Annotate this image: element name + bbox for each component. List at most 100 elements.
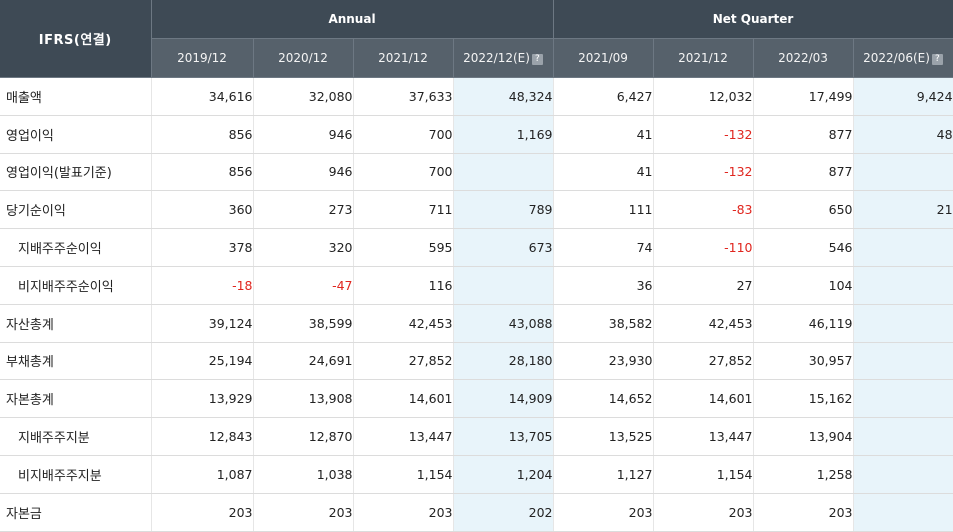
- value-cell: 15,162: [753, 379, 854, 419]
- value-cell: [853, 304, 953, 343]
- row-label[interactable]: 지배주주순이익: [0, 228, 152, 267]
- value-cell: [453, 153, 554, 192]
- row-label[interactable]: 영업이익(발표기준): [0, 153, 152, 192]
- row-label[interactable]: 매출액: [0, 77, 152, 116]
- value-cell: [853, 417, 953, 456]
- value-cell: 1,258: [753, 455, 854, 494]
- value-cell: 74: [553, 228, 654, 267]
- table-row: 지배주주순이익 378 320 595 673 74 -110 546: [0, 228, 953, 267]
- value-cell: 789: [453, 190, 554, 230]
- help-question-icon[interactable]: ?: [531, 54, 543, 65]
- period-column-header: 2022/06(E)?: [853, 38, 953, 78]
- value-cell: 203: [253, 493, 354, 532]
- value-cell: 13,908: [253, 379, 354, 419]
- value-cell: 42,453: [653, 304, 754, 343]
- value-cell: 13,447: [653, 417, 754, 456]
- value-cell: 650: [753, 190, 854, 230]
- value-cell: 12,870: [253, 417, 354, 456]
- period-label: 2021/09: [578, 51, 628, 65]
- row-label[interactable]: 자본총계: [0, 379, 152, 419]
- value-cell: [853, 266, 953, 305]
- value-cell: 856: [151, 153, 254, 192]
- ifrs-basis-header: IFRS(연결): [0, 0, 152, 78]
- period-label: 2022/12(E): [463, 51, 530, 65]
- value-cell: -132: [653, 153, 754, 192]
- period-column-header: 2020/12: [253, 38, 354, 78]
- value-cell: 41: [553, 115, 654, 154]
- row-label[interactable]: 자본금: [0, 493, 152, 532]
- value-cell: -132: [653, 115, 754, 154]
- row-label[interactable]: 지배주주지분: [0, 417, 152, 456]
- value-cell: 700: [353, 153, 454, 192]
- value-cell: 48: [853, 115, 953, 154]
- value-cell: -110: [653, 228, 754, 267]
- value-cell: 360: [151, 190, 254, 230]
- value-cell: 14,601: [653, 379, 754, 419]
- value-cell: 43,088: [453, 304, 554, 343]
- row-label[interactable]: 영업이익: [0, 115, 152, 154]
- value-cell: 1,127: [553, 455, 654, 494]
- value-cell: 104: [753, 266, 854, 305]
- value-cell: 14,601: [353, 379, 454, 419]
- value-cell: 28,180: [453, 342, 554, 381]
- value-cell: 1,154: [653, 455, 754, 494]
- value-cell: -83: [653, 190, 754, 230]
- value-cell: 24,691: [253, 342, 354, 381]
- value-cell: 1,038: [253, 455, 354, 494]
- value-cell: [853, 379, 953, 419]
- row-label[interactable]: 비지배주주순이익: [0, 266, 152, 305]
- value-cell: 13,447: [353, 417, 454, 456]
- period-label: 2022/03: [778, 51, 828, 65]
- period-label: 2020/12: [278, 51, 328, 65]
- value-cell: 203: [553, 493, 654, 532]
- value-cell: [853, 153, 953, 192]
- table-row: 매출액 34,616 32,080 37,633 48,324 6,427 12,032 17…: [0, 77, 953, 116]
- row-label[interactable]: 비지배주주지분: [0, 455, 152, 494]
- value-cell: 14,909: [453, 379, 554, 419]
- value-cell: 203: [653, 493, 754, 532]
- value-cell: 30,957: [753, 342, 854, 381]
- value-cell: [853, 455, 953, 494]
- value-cell: [853, 228, 953, 267]
- annual-group-header: Annual: [151, 0, 554, 39]
- value-cell: 546: [753, 228, 854, 267]
- value-cell: 13,525: [553, 417, 654, 456]
- value-cell: 1,154: [353, 455, 454, 494]
- value-cell: -18: [151, 266, 254, 305]
- value-cell: 13,705: [453, 417, 554, 456]
- table-body: 매출액 34,616 32,080 37,633 48,324 6,427 12,032 17…: [0, 77, 953, 532]
- value-cell: 12,032: [653, 77, 754, 116]
- value-cell: 700: [353, 115, 454, 154]
- value-cell: 27,852: [353, 342, 454, 381]
- period-label: 2021/12: [678, 51, 728, 65]
- help-question-icon[interactable]: ?: [931, 54, 943, 65]
- row-label[interactable]: 부채총계: [0, 342, 152, 381]
- table-row: 당기순이익 360 273 711 789 111 -83 650 21: [0, 190, 953, 230]
- period-column-header: 2021/12: [353, 38, 454, 78]
- value-cell: 203: [753, 493, 854, 532]
- value-cell: 32,080: [253, 77, 354, 116]
- value-cell: 877: [753, 153, 854, 192]
- value-cell: 1,204: [453, 455, 554, 494]
- period-column-header: 2022/12(E)?: [453, 38, 554, 78]
- table-header: IFRS(연결) Annual Net Quarter 2019/12 2020/…: [0, 0, 953, 78]
- value-cell: 23,930: [553, 342, 654, 381]
- table-row: 영업이익(발표기준) 856 946 700 41 -132 877: [0, 153, 953, 192]
- value-cell: 203: [151, 493, 254, 532]
- value-cell: 378: [151, 228, 254, 267]
- value-cell: 856: [151, 115, 254, 154]
- value-cell: 37,633: [353, 77, 454, 116]
- period-column-header: 2022/03: [753, 38, 854, 78]
- value-cell: 17,499: [753, 77, 854, 116]
- value-cell: 12,843: [151, 417, 254, 456]
- value-cell: 25,194: [151, 342, 254, 381]
- value-cell: 711: [353, 190, 454, 230]
- value-cell: 877: [753, 115, 854, 154]
- value-cell: 38,599: [253, 304, 354, 343]
- row-label[interactable]: 자산총계: [0, 304, 152, 343]
- row-label[interactable]: 당기순이익: [0, 190, 152, 230]
- value-cell: 946: [253, 153, 354, 192]
- value-cell: 116: [353, 266, 454, 305]
- value-cell: 13,929: [151, 379, 254, 419]
